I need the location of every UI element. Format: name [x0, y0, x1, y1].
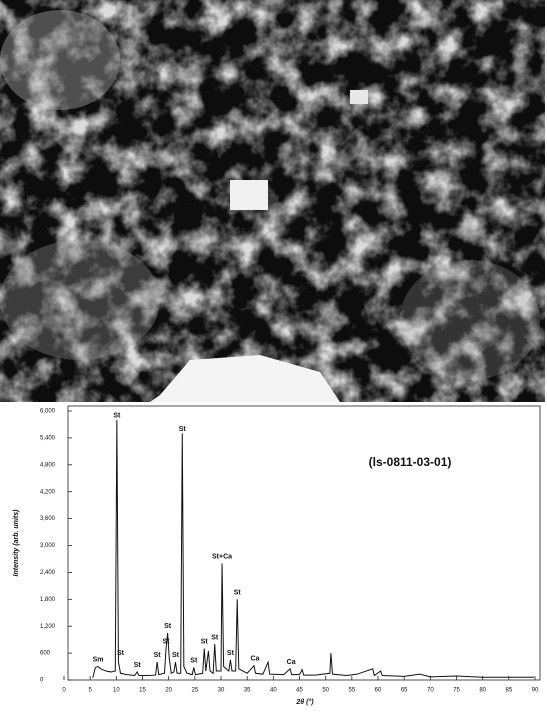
peak-label: St: [227, 650, 235, 657]
x-tick-label: 5: [88, 688, 92, 694]
y-tick-label: 3,600: [40, 516, 56, 522]
y-axis-label: Intensity (arb. units): [13, 509, 20, 577]
peak-label: St: [172, 652, 180, 659]
x-axis-label: 2θ (°): [295, 698, 314, 706]
plot-frame: [67, 405, 541, 681]
peak-label: Ca: [251, 655, 260, 662]
y-tick-label: 4,800: [40, 462, 56, 468]
peak-label: St: [179, 426, 187, 433]
y-tick-label: 1,800: [40, 597, 56, 603]
x-tick-label: 75: [453, 688, 460, 694]
x-tick-label: 65: [401, 688, 408, 694]
y-tick-label: 4,200: [40, 489, 56, 495]
peak-label: St: [117, 650, 125, 657]
x-tick-label: 80: [479, 688, 486, 694]
x-tick-label: 35: [244, 688, 251, 694]
peak-label: St: [211, 634, 219, 641]
peak-label: St: [113, 412, 121, 419]
peak-label: St+Ca: [212, 554, 232, 561]
x-tick-label: 55: [348, 688, 355, 694]
x-tick-label: 85: [505, 688, 512, 694]
x-tick-label: 45: [296, 688, 303, 694]
x-tick-label: 15: [139, 688, 146, 694]
y-tick-label: 2,400: [40, 570, 56, 576]
x-tick-label: 50: [322, 688, 329, 694]
x-tick-label: 40: [270, 688, 277, 694]
x-tick-label: 0: [62, 688, 66, 694]
y-tick-label: 5,400: [40, 435, 56, 441]
micrograph: [0, 0, 545, 402]
peak-label: St: [190, 658, 198, 665]
y-tick-label: 0: [40, 678, 44, 684]
xrd-trace: [92, 419, 534, 678]
x-tick-label: 70: [427, 688, 434, 694]
y-tick-label: 6,000: [40, 409, 56, 415]
peak-label: St: [134, 662, 142, 669]
x-tick-label: 25: [191, 688, 198, 694]
peak-label: St: [234, 589, 242, 596]
x-tick-label: 60: [375, 688, 382, 694]
peak-label: Ca: [287, 659, 296, 666]
sample-annotation: (ls-0811-03-01): [369, 455, 452, 469]
y-tick-label: 1,200: [40, 624, 56, 630]
x-tick-label: 10: [113, 688, 120, 694]
x-tick-label: 30: [218, 688, 225, 694]
peak-label: St: [154, 652, 162, 659]
peak-label: St: [201, 639, 209, 646]
peak-label: St: [163, 639, 171, 646]
y-tick-label: 600: [40, 651, 51, 657]
x-tick-label: 90: [532, 688, 539, 694]
x-tick-label: 20: [165, 688, 172, 694]
peak-label: Sm: [93, 657, 104, 664]
peak-label: St: [164, 623, 172, 630]
y-tick-label: 3,000: [40, 543, 56, 549]
